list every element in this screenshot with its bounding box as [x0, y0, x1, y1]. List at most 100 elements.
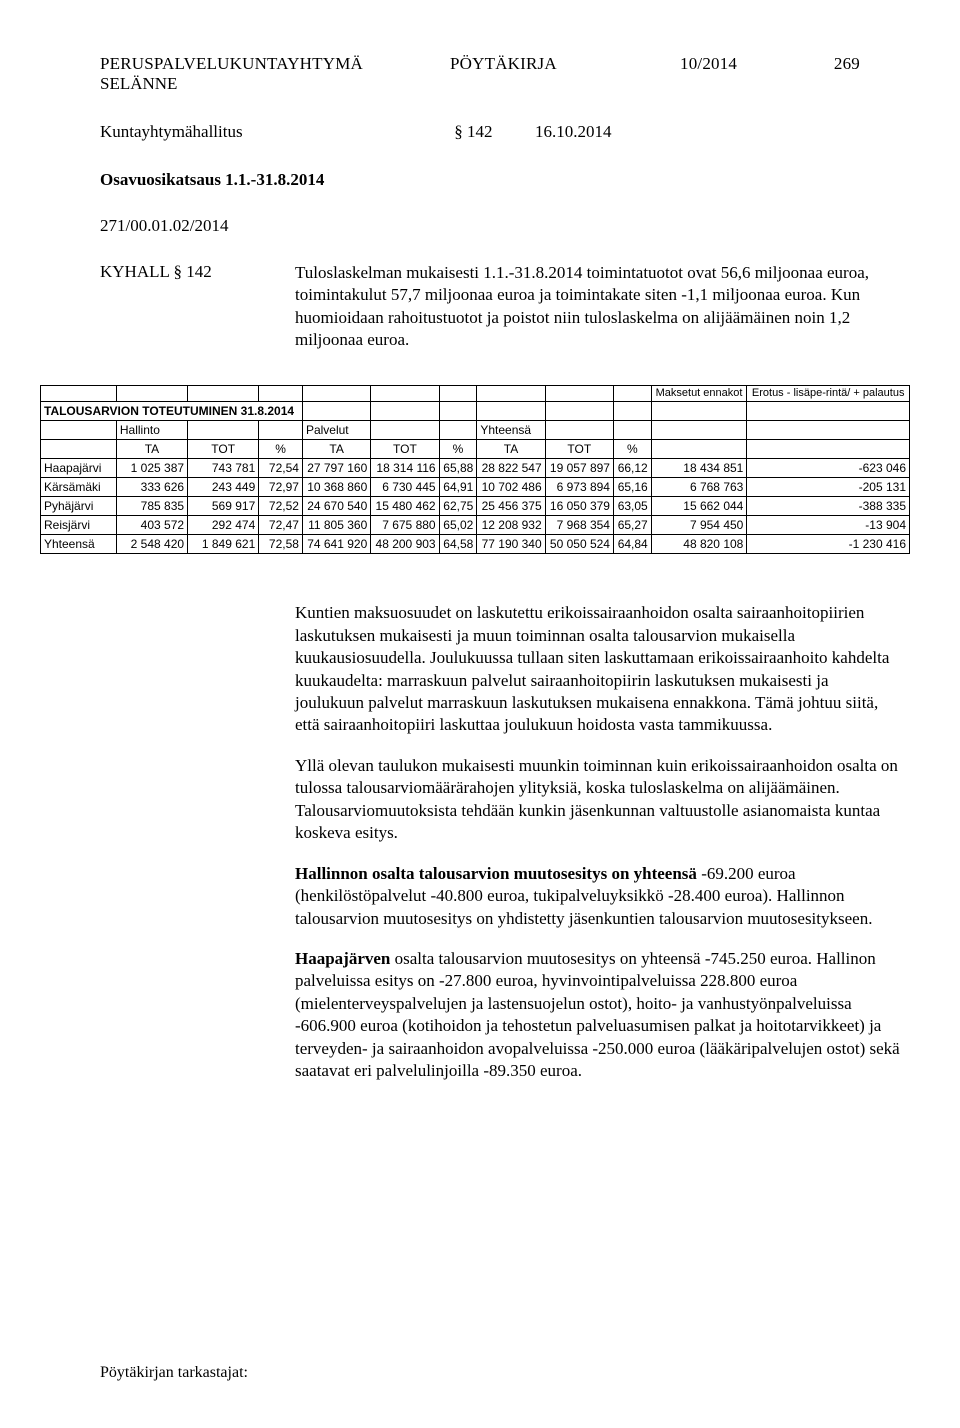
- table-row: Reisjärvi403 572292 47472,4711 805 3607 …: [41, 516, 910, 535]
- table-cell: 403 572: [116, 516, 187, 535]
- table-cell: 65,88: [439, 459, 477, 478]
- table-cell: 15 480 462: [371, 497, 439, 516]
- table-cell: 12 208 932: [477, 516, 545, 535]
- meeting-body: Kuntayhtymähallitus: [100, 122, 243, 141]
- table-row: Pyhäjärvi785 835569 91772,5224 670 54015…: [41, 497, 910, 516]
- table-cell: 743 781: [188, 459, 259, 478]
- table-cell: 10 702 486: [477, 478, 545, 497]
- body-para-4: Hallinnon osalta talousarvion muutosesit…: [295, 863, 900, 930]
- table-cell: 7 675 880: [371, 516, 439, 535]
- table-cell: 66,12: [613, 459, 651, 478]
- doc-type: PÖYTÄKIRJA: [450, 54, 680, 74]
- table-cell: 569 917: [188, 497, 259, 516]
- col-tot: TOT: [188, 440, 259, 459]
- haapajarvi-bold: Haapajärven: [295, 949, 395, 968]
- table-cell: 16 050 379: [545, 497, 613, 516]
- decision-label: KYHALL § 142: [100, 262, 295, 355]
- table-row: Yhteensä2 548 4201 849 62172,5874 641 92…: [41, 535, 910, 554]
- table-cell: 10 368 860: [302, 478, 370, 497]
- table-cell: -13 904: [747, 516, 910, 535]
- table-cell: 65,02: [439, 516, 477, 535]
- table-cell: Haapajärvi: [41, 459, 117, 478]
- body-para-5: Haapajärven osalta talousarvion muutoses…: [295, 948, 900, 1083]
- hallinno-bold: Hallinnon osalta talousarvion muutosesit…: [295, 864, 701, 883]
- body-para-2: Kuntien maksuosuudet on laskutettu eriko…: [295, 602, 900, 737]
- doc-number: 10/2014: [680, 54, 810, 74]
- table-cell: 65,16: [613, 478, 651, 497]
- col-tot: TOT: [545, 440, 613, 459]
- table-cell: 19 057 897: [545, 459, 613, 478]
- table-cell: 25 456 375: [477, 497, 545, 516]
- footer-text: Pöytäkirjan tarkastajat:: [100, 1364, 248, 1382]
- table-cell: 27 797 160: [302, 459, 370, 478]
- table-cell: 72,54: [259, 459, 303, 478]
- page-title: Osavuosikatsaus 1.1.-31.8.2014: [100, 170, 900, 190]
- group-header-hallinto: Hallinto: [116, 421, 187, 440]
- table-cell: Pyhäjärvi: [41, 497, 117, 516]
- table-cell: 64,91: [439, 478, 477, 497]
- table-cell: 6 730 445: [371, 478, 439, 497]
- table-cell: Yhteensä: [41, 535, 117, 554]
- org-name-line1: PERUSPALVELUKUNTAYHTYMÄ: [100, 54, 450, 74]
- budget-table-container: Maksetut ennakot Erotus - lisäpe-rintä/ …: [40, 385, 910, 555]
- col-ta: TA: [477, 440, 545, 459]
- table-cell: 6 768 763: [651, 478, 747, 497]
- table-cell: 18 314 116: [371, 459, 439, 478]
- meeting-section: § 142: [454, 122, 492, 141]
- meeting-date: 16.10.2014: [535, 122, 612, 141]
- table-cell: 72,97: [259, 478, 303, 497]
- table-cell: -1 230 416: [747, 535, 910, 554]
- table-cell: 1 849 621: [188, 535, 259, 554]
- table-cell: 64,84: [613, 535, 651, 554]
- col-header-diff: Erotus - lisäpe-rintä/ + palautus: [747, 385, 910, 402]
- col-ta: TA: [116, 440, 187, 459]
- col-pct: %: [613, 440, 651, 459]
- table-cell: 74 641 920: [302, 535, 370, 554]
- table-cell: 785 835: [116, 497, 187, 516]
- group-header-palvelut: Palvelut: [302, 421, 370, 440]
- haapajarvi-rest: osalta talousarvion muutosesitys on yhte…: [295, 949, 900, 1080]
- table-row: Haapajärvi1 025 387743 78172,5427 797 16…: [41, 459, 910, 478]
- table-cell: -205 131: [747, 478, 910, 497]
- col-ta: TA: [302, 440, 370, 459]
- table-cell: 2 548 420: [116, 535, 187, 554]
- table-cell: 243 449: [188, 478, 259, 497]
- table-cell: 1 025 387: [116, 459, 187, 478]
- table-cell: 18 434 851: [651, 459, 747, 478]
- table-cell: -388 335: [747, 497, 910, 516]
- table-cell: 48 820 108: [651, 535, 747, 554]
- table-caption: TALOUSARVION TOTEUTUMINEN 31.8.2014: [41, 402, 303, 421]
- table-cell: -623 046: [747, 459, 910, 478]
- table-cell: 7 968 354: [545, 516, 613, 535]
- page-number: 269: [810, 54, 860, 74]
- table-cell: 24 670 540: [302, 497, 370, 516]
- table-cell: 63,05: [613, 497, 651, 516]
- table-cell: 292 474: [188, 516, 259, 535]
- table-cell: 72,58: [259, 535, 303, 554]
- table-row: Kärsämäki333 626243 44972,9710 368 8606 …: [41, 478, 910, 497]
- table-cell: Reisjärvi: [41, 516, 117, 535]
- table-cell: 6 973 894: [545, 478, 613, 497]
- col-header-paid: Maksetut ennakot: [651, 385, 747, 402]
- table-cell: 62,75: [439, 497, 477, 516]
- table-cell: 72,52: [259, 497, 303, 516]
- case-id: 271/00.01.02/2014: [100, 216, 900, 236]
- table-cell: 28 822 547: [477, 459, 545, 478]
- table-cell: 77 190 340: [477, 535, 545, 554]
- table-cell: 72,47: [259, 516, 303, 535]
- table-cell: 333 626: [116, 478, 187, 497]
- intro-paragraph: Tuloslaskelman mukaisesti 1.1.-31.8.2014…: [295, 262, 900, 352]
- table-cell: 50 050 524: [545, 535, 613, 554]
- table-cell: 48 200 903: [371, 535, 439, 554]
- col-pct: %: [259, 440, 303, 459]
- budget-table: Maksetut ennakot Erotus - lisäpe-rintä/ …: [40, 385, 910, 555]
- body-para-3: Yllä olevan taulukon mukaisesti muunkin …: [295, 755, 900, 845]
- col-tot: TOT: [371, 440, 439, 459]
- org-name-line2: SELÄNNE: [100, 74, 900, 94]
- table-cell: 7 954 450: [651, 516, 747, 535]
- table-cell: 15 662 044: [651, 497, 747, 516]
- table-cell: Kärsämäki: [41, 478, 117, 497]
- table-cell: 64,58: [439, 535, 477, 554]
- group-header-yhteensa: Yhteensä: [477, 421, 545, 440]
- col-pct: %: [439, 440, 477, 459]
